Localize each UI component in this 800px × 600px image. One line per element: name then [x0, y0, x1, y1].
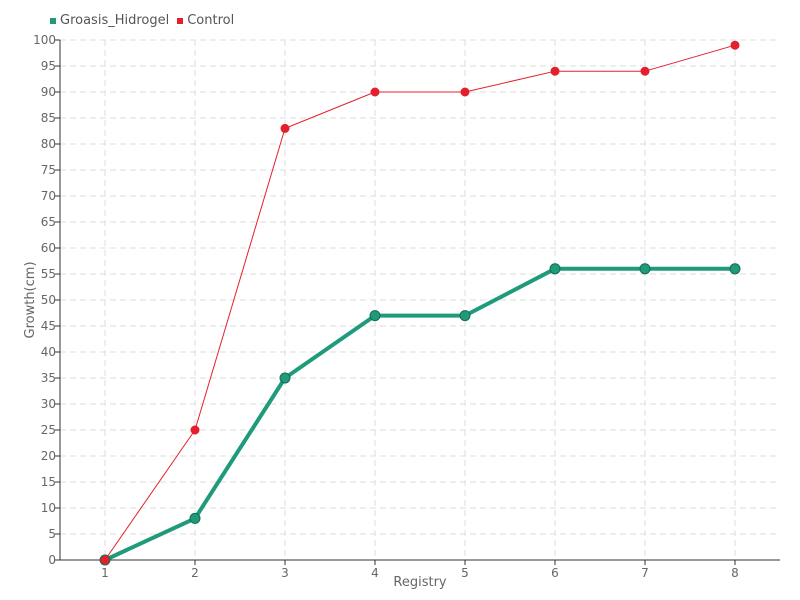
- y-tick-label: 70: [41, 189, 56, 203]
- legend-label-groasis: Groasis_Hidrogel: [60, 13, 170, 28]
- y-tick-label: 0: [48, 553, 56, 567]
- data-point[interactable]: [550, 66, 560, 76]
- data-point[interactable]: [370, 87, 380, 97]
- data-point[interactable]: [369, 310, 381, 322]
- y-tick-label: 15: [41, 475, 56, 489]
- x-tick-label: 6: [551, 566, 559, 580]
- data-point[interactable]: [640, 66, 650, 76]
- legend-item-groasis[interactable]: Groasis_Hidrogel: [50, 13, 169, 28]
- series-line: [104, 44, 736, 561]
- data-point[interactable]: [100, 555, 110, 565]
- y-tick-label: 80: [41, 137, 56, 151]
- data-point[interactable]: [190, 425, 200, 435]
- y-tick-label: 45: [41, 319, 56, 333]
- y-tick-label: 65: [41, 215, 56, 229]
- series-groasis-hidrogel: [99, 263, 741, 566]
- data-point[interactable]: [460, 87, 470, 97]
- y-tick-label: 95: [41, 59, 56, 73]
- x-tick-label: 4: [371, 566, 379, 580]
- y-tick-label: 100: [33, 33, 56, 47]
- data-point[interactable]: [730, 40, 740, 50]
- x-tick-label: 1: [101, 566, 109, 580]
- data-point[interactable]: [639, 263, 651, 275]
- series-control: [100, 40, 740, 565]
- x-tick-label: 3: [281, 566, 289, 580]
- data-point[interactable]: [189, 512, 201, 524]
- y-tick-label: 40: [41, 345, 56, 359]
- data-point[interactable]: [729, 263, 741, 275]
- y-tick-label: 90: [41, 85, 56, 99]
- y-tick-label: 60: [41, 241, 56, 255]
- y-axis-title: Growth(cm): [23, 261, 38, 338]
- y-tick-label: 75: [41, 163, 56, 177]
- legend-item-control[interactable]: Control: [177, 13, 234, 28]
- grid: [60, 39, 780, 560]
- series-layer: [99, 40, 741, 566]
- legend: Groasis_Hidrogel Control: [50, 13, 234, 28]
- y-tick-label: 30: [41, 397, 56, 411]
- legend-swatch-control: [177, 17, 184, 24]
- y-tick-label: 10: [41, 501, 56, 515]
- data-point[interactable]: [280, 123, 290, 133]
- data-point[interactable]: [459, 310, 471, 322]
- x-tick-label: 5: [461, 566, 469, 580]
- x-axis-title: Registry: [393, 575, 447, 590]
- series-line: [104, 266, 735, 562]
- y-tick-label: 55: [41, 267, 56, 281]
- y-tick-label: 5: [48, 527, 56, 541]
- x-tick-label: 7: [641, 566, 649, 580]
- axes: 0510152025303540455055606570758085909510…: [33, 33, 780, 580]
- y-tick-label: 35: [41, 371, 56, 385]
- legend-label-control: Control: [187, 13, 235, 28]
- data-point[interactable]: [279, 372, 291, 384]
- y-tick-label: 50: [41, 293, 56, 307]
- y-tick-label: 25: [41, 423, 56, 437]
- y-tick-label: 85: [41, 111, 56, 125]
- x-tick-label: 8: [731, 566, 739, 580]
- data-point[interactable]: [549, 263, 561, 275]
- x-tick-label: 2: [191, 566, 199, 580]
- y-tick-label: 20: [41, 449, 56, 463]
- legend-swatch-groasis: [50, 17, 56, 24]
